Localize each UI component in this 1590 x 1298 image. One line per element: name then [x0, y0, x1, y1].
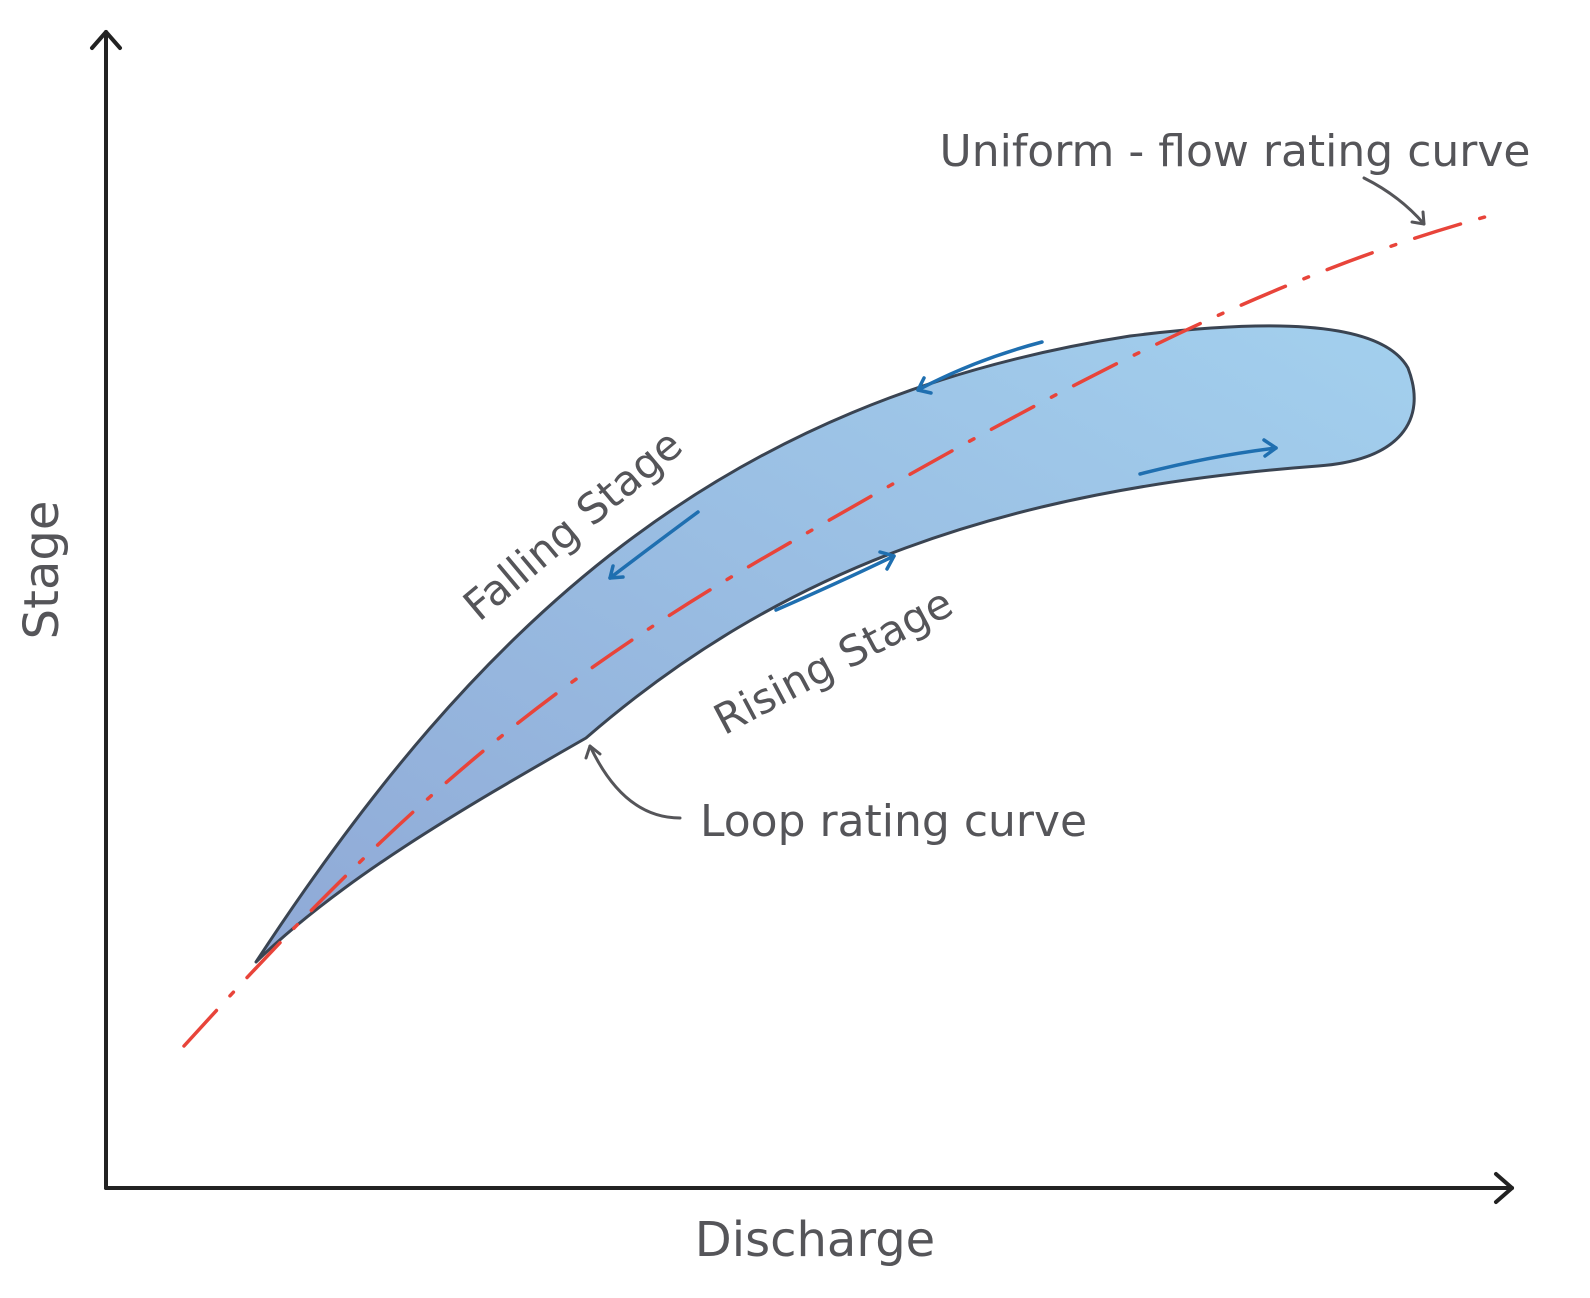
- uniform-flow-label: Uniform - flow rating curve: [940, 126, 1531, 177]
- y-axis-arrowhead: [90, 30, 122, 50]
- uniform-curve-pointer: [1362, 176, 1426, 226]
- x-axis-arrowhead: [1494, 1172, 1514, 1204]
- direction-arrows: [608, 340, 1278, 612]
- y-axis-label: Stage: [14, 501, 70, 640]
- uniform-flow-rating-curve: [182, 212, 1498, 1048]
- pointer-arrows: [584, 176, 1426, 820]
- falling-arrow-upper-head: [916, 376, 933, 395]
- axes: [90, 30, 1514, 1204]
- loop-region: [254, 324, 1416, 964]
- rising-arrow-lower-head: [878, 550, 896, 571]
- x-axis-label: Discharge: [695, 1212, 935, 1268]
- rising-arrow-upper-head: [1262, 438, 1278, 458]
- loop-curve-label: Loop rating curve: [700, 796, 1087, 847]
- uniform-curve-pointer-head: [1410, 210, 1426, 226]
- falling-arrow-upper: [916, 340, 1044, 392]
- falling-arrow-lower-head: [608, 564, 625, 580]
- loop-curve-pointer: [588, 744, 682, 820]
- falling-arrow-lower: [608, 510, 700, 580]
- loop-curve-pointer-head: [584, 744, 602, 760]
- rising-arrow-lower: [774, 554, 896, 612]
- rising-arrow-upper: [1138, 446, 1278, 476]
